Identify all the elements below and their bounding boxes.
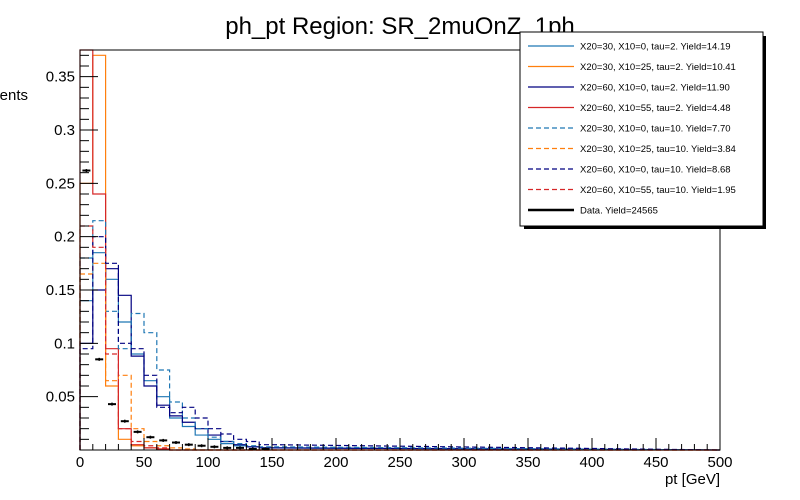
- legend-label: X20=60, X10=0, tau=10. Yield=8.68: [580, 165, 731, 176]
- legend: X20=30, X10=0, tau=2. Yield=14.19 X20=30,…: [519, 31, 766, 229]
- data-point: [172, 441, 180, 445]
- x-tick-label: 300: [451, 454, 476, 471]
- data-point: [95, 357, 104, 361]
- legend-label: X20=30, X10=25, tau=2. Yield=10.41: [580, 62, 736, 73]
- y-tick-label: 0.1: [54, 335, 75, 352]
- x-tick-label: 500: [707, 454, 732, 471]
- legend-label: X20=30, X10=0, tau=2. Yield=14.19: [580, 42, 731, 53]
- x-tick-label: 50: [136, 454, 153, 471]
- data-point: [120, 419, 129, 423]
- x-tick-label: 200: [323, 454, 348, 471]
- chart-title: ph_pt Region: SR_2muOnZ_1ph: [225, 13, 575, 40]
- legend-label: X20=30, X10=0, tau=10. Yield=7.70: [580, 124, 731, 135]
- series-line-6: [79, 236, 721, 451]
- legend-label: X20=60, X10=0, tau=2. Yield=11.90: [580, 83, 730, 94]
- legend-label: X20=60, X10=55, tau=10. Yield=1.95: [580, 185, 736, 196]
- data-point: [197, 444, 206, 448]
- x-tick-label: 150: [259, 454, 284, 471]
- legend-label: Data. Yield=24565: [580, 206, 658, 217]
- series-line-4: [79, 220, 721, 451]
- x-tick-label: 450: [643, 454, 668, 471]
- data-point: [236, 446, 244, 450]
- x-axis-label: pt [GeV]: [665, 471, 720, 488]
- x-tick-label: 400: [579, 454, 604, 471]
- y-tick-label: 0.15: [46, 282, 75, 299]
- data-point: [82, 169, 91, 173]
- data-point: [184, 443, 193, 447]
- data-point: [223, 446, 232, 450]
- x-ticks: 0 50 100 150 200 250 300 350 400 450 500: [76, 438, 733, 471]
- legend-box: [519, 31, 764, 227]
- y-axis-label: Events: [0, 87, 28, 104]
- x-tick-label: 250: [387, 454, 412, 471]
- y-tick-label: 0.3: [54, 122, 75, 139]
- data-point: [146, 435, 155, 439]
- legend-shadow-bottom: [524, 226, 766, 229]
- data-point: [133, 430, 142, 434]
- y-tick-label: 0.25: [46, 175, 75, 192]
- series-line-0: [79, 252, 721, 451]
- data-points-layer: [82, 169, 270, 451]
- legend-shadow-right: [763, 36, 766, 229]
- series-line-5: [79, 262, 720, 451]
- series-line-2: [79, 268, 721, 451]
- y-ticks: 0.05 0.1 0.15 0.2 0.25 0.3 0.35: [46, 54, 98, 440]
- y-tick-label: 0.05: [46, 389, 75, 406]
- data-point: [108, 402, 116, 406]
- data-point: [159, 438, 168, 442]
- y-tick-label: 0.2: [54, 229, 75, 246]
- x-tick-label: 100: [195, 454, 220, 471]
- legend-label: X20=60, X10=55, tau=2. Yield=4.48: [580, 103, 731, 114]
- x-tick-label: 350: [515, 454, 540, 471]
- y-tick-label: 0.35: [46, 69, 75, 86]
- data-point: [210, 445, 219, 449]
- x-tick-label: 0: [76, 454, 84, 471]
- legend-label: X20=30, X10=25, tau=10. Yield=3.84: [580, 144, 736, 155]
